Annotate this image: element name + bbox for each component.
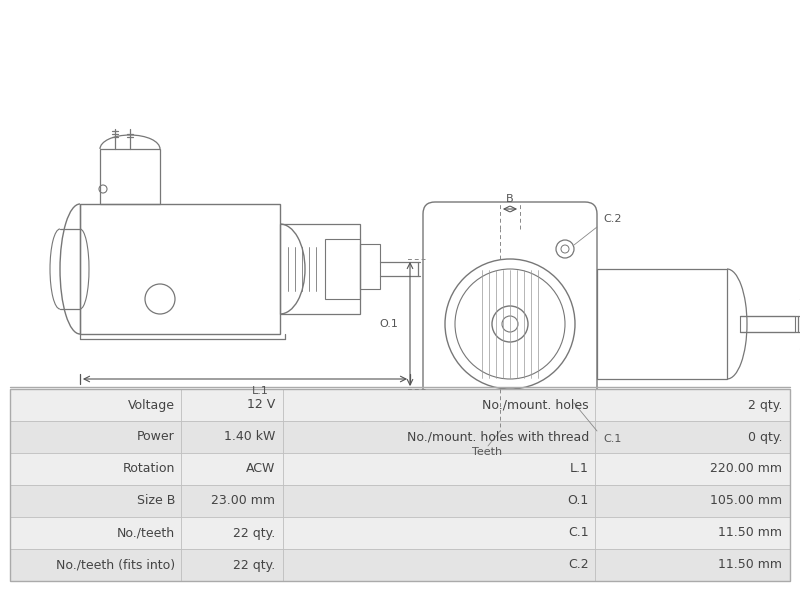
Bar [10, 421, 181, 453]
Text: C.1: C.1 [568, 526, 589, 539]
Bar [740, 316, 795, 332]
Bar [595, 453, 790, 485]
Bar [595, 485, 790, 517]
Bar [181, 549, 283, 581]
Bar [10, 517, 181, 549]
Bar [100, 149, 160, 204]
Bar [595, 549, 790, 581]
Text: 12 V: 12 V [246, 399, 275, 412]
Text: No./teeth: No./teeth [117, 526, 175, 539]
Text: L.1: L.1 [251, 386, 269, 396]
Bar [181, 421, 283, 453]
Text: Power: Power [138, 431, 175, 444]
Bar [597, 269, 727, 379]
Bar [595, 389, 790, 421]
Text: 1.40 kW: 1.40 kW [224, 431, 275, 444]
Text: O.1: O.1 [568, 494, 589, 507]
Bar [10, 389, 181, 421]
Bar [181, 517, 283, 549]
Text: No./teeth (fits into): No./teeth (fits into) [56, 558, 175, 571]
Text: Voltage: Voltage [128, 399, 175, 412]
Bar [283, 421, 595, 453]
Bar [10, 549, 181, 581]
Bar [10, 485, 181, 517]
Text: C.1: C.1 [603, 434, 622, 444]
Bar [283, 389, 595, 421]
Bar [181, 453, 283, 485]
Text: Rotation: Rotation [122, 463, 175, 476]
Text: 11.50 mm: 11.50 mm [718, 526, 782, 539]
Bar [283, 485, 595, 517]
Text: 11.50 mm: 11.50 mm [718, 558, 782, 571]
Bar [360, 244, 380, 289]
Bar [280, 224, 360, 314]
Text: O.1: O.1 [379, 319, 398, 329]
Text: No./mount. holes: No./mount. holes [482, 399, 589, 412]
Text: 2 qty.: 2 qty. [748, 399, 782, 412]
Text: 105.00 mm: 105.00 mm [710, 494, 782, 507]
Text: B: B [506, 194, 514, 204]
Bar [181, 485, 283, 517]
Bar [10, 389, 790, 581]
Text: 0 qty.: 0 qty. [747, 431, 782, 444]
Bar [80, 204, 280, 334]
Text: 220.00 mm: 220.00 mm [710, 463, 782, 476]
Bar [325, 239, 360, 299]
Text: 23.00 mm: 23.00 mm [211, 494, 275, 507]
Bar [283, 549, 595, 581]
Text: 22 qty.: 22 qty. [233, 558, 275, 571]
Text: ACW: ACW [246, 463, 275, 476]
Text: L.1: L.1 [570, 463, 589, 476]
Bar [283, 453, 595, 485]
Bar [283, 517, 595, 549]
Bar [181, 389, 283, 421]
Text: No./mount. holes with thread: No./mount. holes with thread [406, 431, 589, 444]
Text: 22 qty.: 22 qty. [233, 526, 275, 539]
Text: Size B: Size B [137, 494, 175, 507]
Bar [595, 517, 790, 549]
Bar [595, 421, 790, 453]
Bar [10, 453, 181, 485]
Text: C.2: C.2 [603, 214, 622, 224]
Text: Teeth: Teeth [472, 447, 502, 457]
Text: C.2: C.2 [568, 558, 589, 571]
